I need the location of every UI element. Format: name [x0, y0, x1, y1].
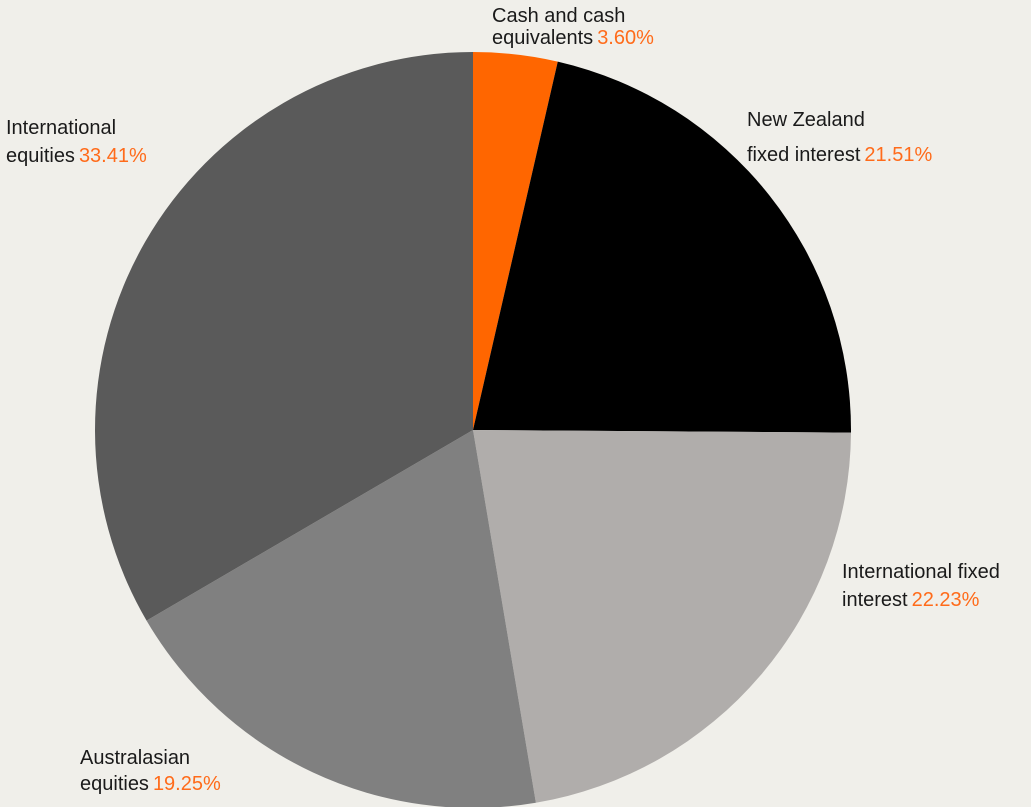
pie-slice-cash — [473, 52, 558, 430]
label-cash: Cash and cash equivalents 3.60% — [492, 5, 654, 49]
label-aus-line2: equities — [80, 773, 149, 795]
pie-slice-australasian-equities — [146, 430, 536, 807]
label-cash-line1: Cash and cash — [492, 5, 626, 27]
label-intl-eq-line1: International — [6, 117, 117, 139]
label-nz-line2: fixed interest — [747, 144, 861, 166]
label-cash-line2: equivalents — [492, 27, 594, 49]
label-intl-eq-percent: 33.41% — [78, 145, 147, 167]
label-cash-percent: 3.60% — [597, 27, 654, 49]
label-intl-fixed-percent: 22.23% — [911, 589, 980, 611]
pie-slice-intl-equities — [95, 52, 474, 621]
label-aus-line1: Australasian — [80, 747, 191, 769]
label-australasian-equities: Australasian equities 19.25% — [80, 745, 221, 797]
label-intl-fixed-line2: interest — [842, 589, 908, 611]
label-aus-percent: 19.25% — [152, 773, 221, 795]
label-nz-fixed-interest: New Zealand fixed interest 21.51% — [747, 103, 932, 173]
label-intl-eq-line2: equities — [6, 145, 75, 167]
label-intl-fixed-line1: International fixed — [842, 561, 1000, 583]
label-nz-line1: New Zealand — [747, 109, 865, 131]
label-intl-fixed-interest: International fixed interest 22.23% — [842, 558, 1000, 614]
pie-slice-nz-fixed-interest — [473, 61, 851, 433]
label-intl-equities: International equities 33.41% — [6, 114, 147, 170]
label-nz-percent: 21.51% — [864, 144, 933, 166]
pie-slice-intl-fixed-interest — [473, 430, 851, 803]
